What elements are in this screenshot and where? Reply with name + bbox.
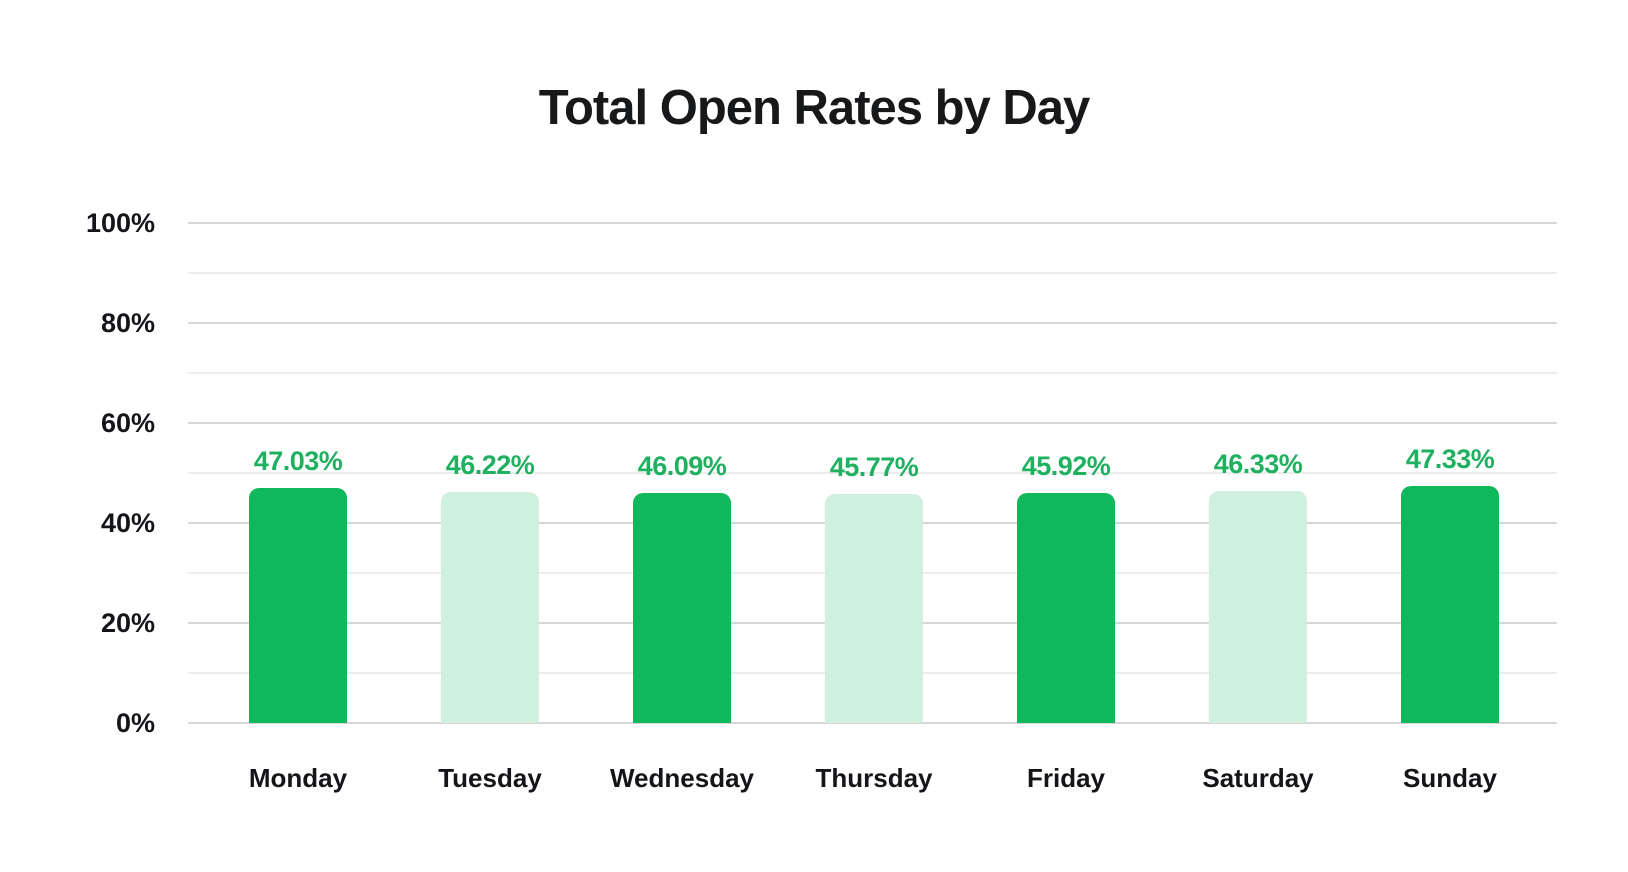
x-axis-label-sunday: Sunday (1403, 763, 1497, 793)
gridline-minor-90 (188, 272, 1557, 274)
value-label-tuesday: 46.22% (445, 449, 535, 480)
column-sunday: 47.33% Sunday (1354, 223, 1546, 793)
gridline-major-0 (188, 722, 1557, 724)
chart-title: Total Open Rates by Day (538, 81, 1091, 135)
column-monday: 47.03% Monday (202, 223, 394, 793)
bar-monday (249, 487, 347, 723)
value-label-sunday: 47.33% (1405, 444, 1495, 475)
y-axis: 0% 20% 40% 60% 80% 100% (0, 208, 155, 738)
column-saturday: 46.33% Saturday (1162, 223, 1354, 793)
column-thursday: 45.77% Thursday (778, 223, 970, 793)
y-axis-label-0pct: 0% (115, 708, 155, 738)
gridline-major-80 (188, 322, 1557, 324)
x-axis-label-saturday: Saturday (1202, 763, 1314, 793)
y-axis-label-40pct: 40% (100, 508, 155, 538)
bar-wednesday (633, 492, 731, 723)
value-label-thursday: 45.77% (829, 452, 919, 483)
bar-columns: 47.03% Monday 46.22% Tuesday 46.09% Wednesday… (202, 223, 1546, 793)
x-axis-label-wednesday: Wednesday (609, 763, 754, 793)
y-axis-label-80pct: 80% (100, 308, 155, 338)
value-label-wednesday: 46.09% (637, 450, 727, 481)
x-axis-label-thursday: Thursday (815, 763, 933, 793)
y-axis-label-20pct: 20% (100, 608, 155, 638)
bar-tuesday (441, 491, 539, 723)
column-friday: 45.92% Friday (970, 223, 1162, 793)
bar-sunday (1401, 486, 1499, 723)
x-axis-label-tuesday: Tuesday (438, 763, 542, 793)
gridline-major-100 (188, 222, 1557, 224)
gridline-minor-50 (188, 472, 1557, 474)
bar-saturday (1209, 491, 1307, 723)
column-wednesday: 46.09% Wednesday (586, 223, 778, 793)
x-axis-label-friday: Friday (1026, 763, 1106, 793)
y-axis-label-100pct: 100% (85, 208, 155, 238)
gridline-major-60 (188, 422, 1557, 424)
bar-thursday (825, 494, 923, 723)
column-tuesday: 46.22% Tuesday (394, 223, 586, 793)
value-label-monday: 47.03% (253, 445, 343, 476)
value-label-saturday: 46.33% (1213, 449, 1303, 480)
gridline-minor-70 (188, 372, 1557, 374)
value-label-friday: 45.92% (1021, 451, 1111, 482)
x-axis-label-monday: Monday (248, 763, 348, 793)
y-axis-label-60pct: 60% (100, 408, 155, 438)
bar-friday (1017, 493, 1115, 723)
